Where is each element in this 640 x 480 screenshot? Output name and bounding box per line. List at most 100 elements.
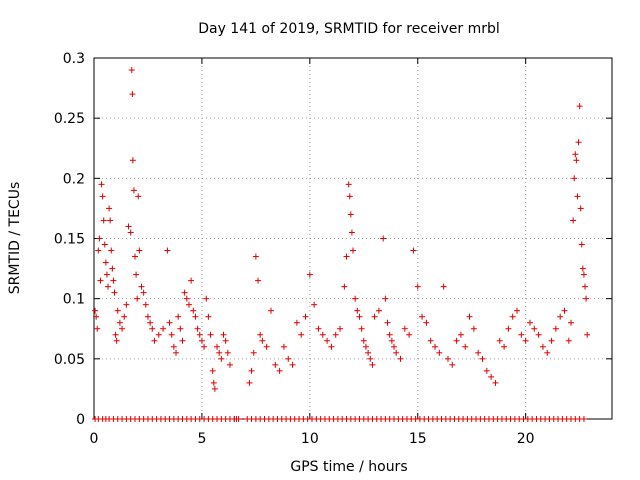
data-point: [210, 379, 217, 386]
data-point: [466, 313, 473, 320]
data-point: [198, 337, 205, 344]
data-point: [572, 151, 579, 158]
data-point: [388, 337, 395, 344]
data-point: [138, 283, 145, 290]
data-point: [259, 337, 266, 344]
data-point: [345, 181, 352, 188]
data-point: [196, 331, 203, 338]
data-point: [177, 325, 184, 332]
x-tick-label: 0: [90, 431, 99, 447]
data-point: [263, 343, 270, 350]
data-point: [582, 283, 589, 290]
data-point: [567, 319, 574, 326]
data-point: [539, 343, 546, 350]
data-point: [179, 337, 186, 344]
data-point: [544, 349, 551, 356]
data-point: [414, 283, 421, 290]
data-point: [151, 337, 158, 344]
data-point: [93, 313, 100, 320]
data-point: [98, 181, 105, 188]
data-point: [579, 265, 586, 272]
data-point: [311, 301, 318, 308]
x-tick-label: 10: [301, 431, 319, 447]
data-point: [475, 349, 482, 356]
data-point: [365, 349, 372, 356]
data-point: [147, 319, 154, 326]
data-point: [479, 355, 486, 362]
data-point: [577, 205, 584, 212]
data-point: [522, 337, 529, 344]
data-point: [248, 367, 255, 374]
y-tick-label: 0.2: [63, 171, 85, 187]
data-point: [406, 331, 413, 338]
data-point: [194, 325, 201, 332]
data-point: [306, 271, 313, 278]
data-point: [570, 217, 577, 224]
y-tick-label: 0.1: [63, 292, 85, 308]
data-point: [107, 217, 114, 224]
data-point: [164, 247, 171, 254]
data-point: [224, 349, 231, 356]
data-point: [211, 385, 218, 392]
data-point: [257, 331, 264, 338]
data-point: [449, 361, 456, 368]
data-point: [367, 355, 374, 362]
data-point: [112, 331, 119, 338]
y-tick-label: 0: [76, 412, 85, 428]
data-point: [328, 343, 335, 350]
data-point: [470, 325, 477, 332]
data-point: [496, 337, 503, 344]
data-point: [216, 349, 223, 356]
data-point: [436, 349, 443, 356]
data-point: [160, 325, 167, 332]
y-tick-label: 0.3: [63, 51, 85, 67]
data-point: [401, 325, 408, 332]
data-point: [226, 361, 233, 368]
data-point: [526, 319, 533, 326]
axis-ticks: 0 0.05 0.1 0.15 0.2 0.25 0.3 0 5 10 15 20: [54, 51, 612, 447]
data-point: [246, 379, 253, 386]
data-point: [280, 343, 287, 350]
data-point: [315, 325, 322, 332]
data-point: [371, 313, 378, 320]
data-point: [341, 283, 348, 290]
data-point: [457, 331, 464, 338]
data-point: [207, 331, 214, 338]
data-point: [410, 247, 417, 254]
data-point: [111, 289, 118, 296]
data-point: [356, 313, 363, 320]
data-point: [584, 331, 591, 338]
data-point: [319, 331, 326, 338]
data-point: [384, 319, 391, 326]
data-point: [386, 331, 393, 338]
data-point: [369, 361, 376, 368]
data-point: [453, 337, 460, 344]
data-point: [360, 337, 367, 344]
data-point: [123, 301, 130, 308]
data-point: [170, 343, 177, 350]
data-point: [129, 91, 136, 98]
data-point: [192, 313, 199, 320]
data-point: [218, 355, 225, 362]
data-point: [324, 337, 331, 344]
data-point: [380, 235, 387, 242]
data-point: [252, 253, 259, 260]
data-point: [565, 337, 572, 344]
data-point: [514, 307, 521, 314]
data-point: [440, 283, 447, 290]
data-point: [129, 157, 136, 164]
data-point: [346, 193, 353, 200]
data-point: [94, 325, 101, 332]
data-point: [133, 271, 140, 278]
data-point: [505, 325, 512, 332]
data-point: [267, 307, 274, 314]
data-point: [108, 247, 115, 254]
data-point: [583, 295, 590, 302]
data-point: [397, 355, 404, 362]
x-tick-label: 15: [409, 431, 427, 447]
data-point: [125, 223, 132, 230]
data-point: [101, 241, 108, 248]
data-point: [181, 289, 188, 296]
grid-lines: [94, 58, 612, 419]
x-axis-label: GPS time / hours: [290, 459, 407, 475]
